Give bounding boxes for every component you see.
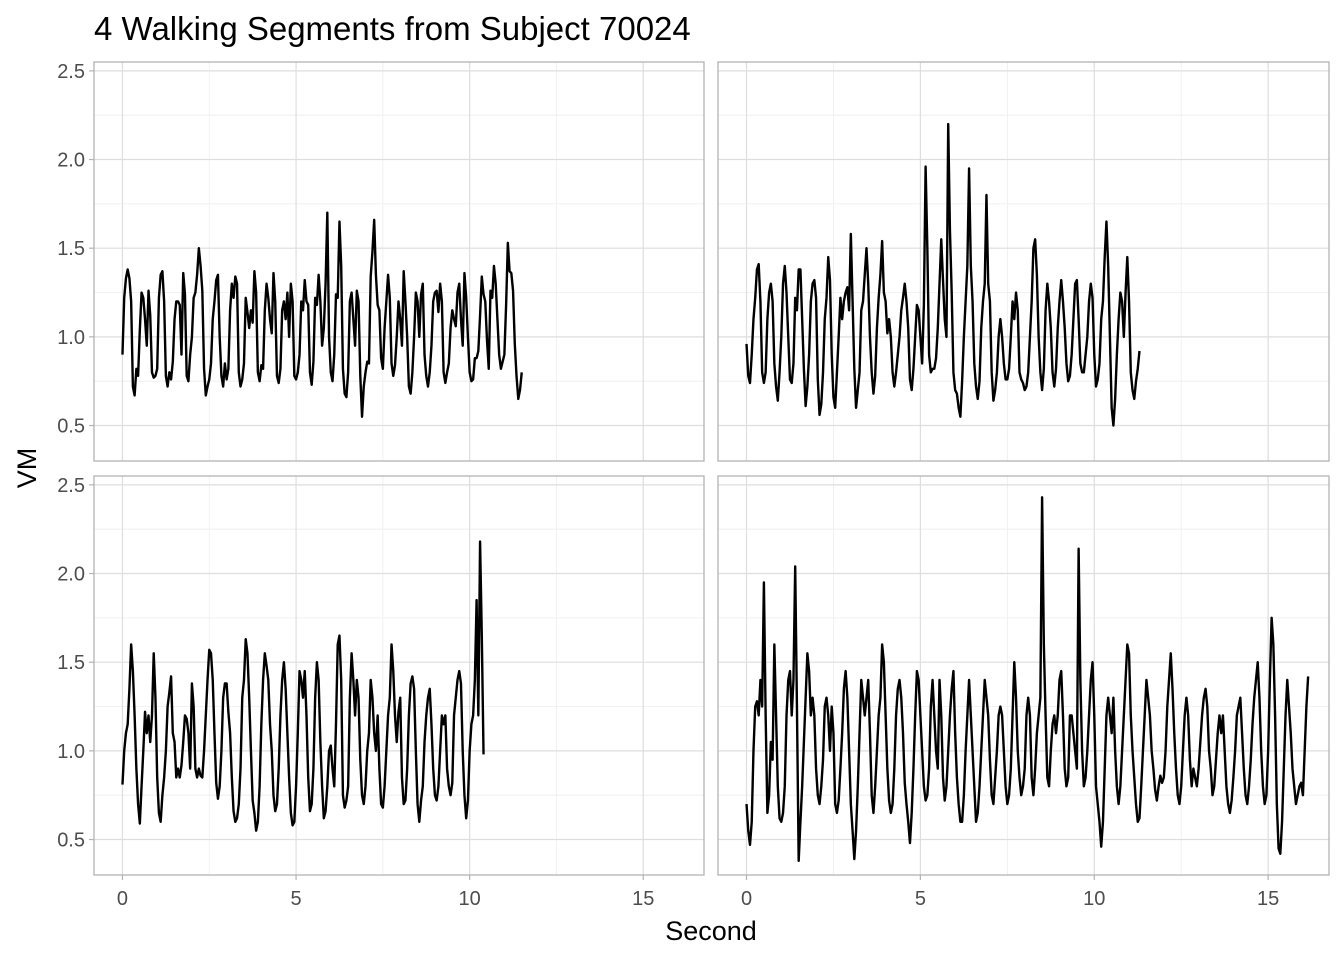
- x-tick-label: 15: [632, 888, 654, 910]
- series-line-bottom-right: [745, 496, 1310, 863]
- chart-title: 4 Walking Segments from Subject 70024: [94, 10, 691, 47]
- y-tick-label: 2.0: [57, 564, 85, 586]
- y-axis-title: VM: [12, 448, 42, 489]
- panel-border: [717, 475, 1330, 876]
- y-tick-label: 1.0: [57, 327, 85, 349]
- x-tick-label: 5: [290, 888, 301, 910]
- facet-panel-top-left: 0.5 1.0 1.5 2.0 2.5: [57, 61, 705, 462]
- panel-border: [93, 61, 705, 462]
- panel-border: [717, 61, 1330, 462]
- y-tick-label: 2.5: [57, 61, 85, 83]
- series-line-top-right: [745, 122, 1141, 427]
- series-line-top-left: [121, 211, 523, 418]
- x-tick-label: 0: [117, 888, 128, 910]
- facet-panel-top-right: [717, 61, 1330, 462]
- panel-background: [94, 476, 704, 875]
- y-tick-label: 0.5: [57, 416, 85, 438]
- facet-panels: 0.5 1.0 1.5 2.0 2.5 0.5 1.0 1.5 2.0 2.5 0 5 10 15 0 5 10…: [57, 61, 1330, 910]
- x-tick-label: 5: [915, 888, 926, 910]
- y-tick-label: 2.5: [57, 475, 85, 497]
- x-tick-label: 0: [741, 888, 752, 910]
- y-tick-label: 0.5: [57, 830, 85, 852]
- panel-background: [718, 476, 1329, 875]
- series-line-bottom-left: [121, 540, 485, 832]
- panel-background: [718, 62, 1329, 461]
- y-tick-label: 2.0: [57, 150, 85, 172]
- facet-panel-bottom-right: 0 5 10 15: [717, 475, 1330, 910]
- x-axis-title: Second: [665, 916, 757, 946]
- y-tick-label: 1.5: [57, 238, 85, 260]
- y-tick-label: 1.5: [57, 652, 85, 674]
- panel-background: [94, 62, 704, 461]
- x-tick-label: 15: [1257, 888, 1279, 910]
- x-tick-label: 10: [459, 888, 481, 910]
- x-tick-label: 10: [1083, 888, 1105, 910]
- panel-border: [93, 475, 705, 876]
- y-tick-label: 1.0: [57, 741, 85, 763]
- facet-panel-bottom-left: 0.5 1.0 1.5 2.0 2.5 0 5 10 15: [57, 475, 705, 910]
